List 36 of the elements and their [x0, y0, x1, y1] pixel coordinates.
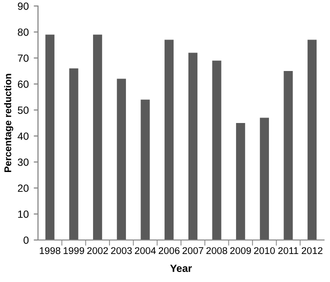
y-tick-label: 90	[18, 2, 29, 10]
y-tick-label: 80	[18, 28, 29, 36]
x-tick-label: 2010	[254, 247, 275, 254]
bar	[140, 100, 150, 240]
x-tick-label: 2002	[87, 247, 108, 254]
y-tick-label: 20	[18, 184, 29, 192]
x-tick-label: 1999	[64, 247, 84, 254]
x-tick-label: 2007	[182, 247, 204, 254]
x-tick-label: 2008	[206, 247, 228, 254]
x-tick-label: 2006	[158, 247, 180, 254]
bar	[93, 34, 102, 240]
bar	[188, 52, 198, 240]
x-axis-title: Year	[170, 264, 192, 272]
bar	[212, 60, 222, 240]
y-tick-label: 30	[18, 158, 29, 166]
bar	[284, 71, 293, 240]
bar	[45, 34, 54, 240]
bar	[116, 78, 126, 240]
x-tick-label: 2009	[230, 247, 251, 254]
bar	[260, 118, 269, 240]
y-tick-label: 50	[18, 106, 29, 114]
x-tick-label: 2011	[278, 247, 298, 254]
x-tick-label: 2012	[302, 247, 322, 254]
bar	[308, 40, 317, 240]
y-axis-title: Percentage reduction	[4, 74, 14, 172]
y-tick-label: 70	[18, 54, 29, 62]
y-tick-label: 0	[24, 236, 29, 244]
x-tick-label: 2004	[134, 247, 156, 254]
bar	[69, 68, 78, 240]
y-tick-label: 40	[18, 132, 29, 140]
y-tick-label: 10	[18, 210, 29, 218]
x-tick-label: 1998	[40, 247, 60, 254]
bar	[236, 123, 246, 240]
y-tick-label: 60	[18, 80, 29, 88]
bar	[164, 40, 174, 240]
x-tick-label: 2003	[111, 247, 132, 254]
